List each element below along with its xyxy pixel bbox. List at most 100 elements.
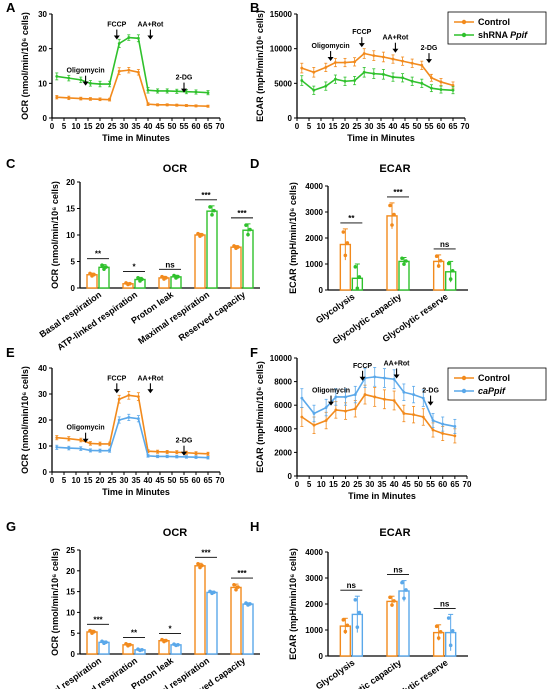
panel-H: H ECAR 0 1000 2000 3000 4000 ECAR (mpH/min/10⁶ … <box>250 519 468 689</box>
y-tick-label: 20 <box>66 567 75 576</box>
y-tick-label: 4000 <box>305 548 323 557</box>
series-line <box>56 416 209 459</box>
sample-dot <box>390 223 394 227</box>
data-point <box>300 66 304 70</box>
data-point <box>127 36 131 39</box>
data-point <box>98 82 102 86</box>
data-point <box>324 65 328 69</box>
legend-text-italic: caPpif <box>478 386 506 396</box>
legend-box <box>447 367 547 401</box>
sample-dot <box>128 642 132 647</box>
y-tick-label: 1000 <box>305 626 323 635</box>
legend-marker <box>461 388 467 394</box>
injection-label: AA+Rot <box>137 22 164 29</box>
x-tick-label: 10 <box>72 122 81 131</box>
data-point <box>412 413 415 417</box>
bar <box>194 234 206 289</box>
x-tick-label: 70 <box>216 122 225 131</box>
sample-dot <box>446 616 451 620</box>
data-point <box>420 63 424 67</box>
series-caPpif <box>55 413 210 460</box>
x-tick-label: 0 <box>50 122 55 131</box>
y-tick-label: 1000 <box>305 260 323 269</box>
data-point <box>194 455 198 459</box>
injection-arrow-head <box>113 389 120 394</box>
category-label: Glycolysis <box>314 291 357 325</box>
sample-dot <box>438 258 443 263</box>
panel-label: G <box>6 519 16 534</box>
y-tick-label: 0 <box>288 114 293 123</box>
x-tick-label: 25 <box>108 122 117 131</box>
x-tick-label: 65 <box>450 480 459 489</box>
series-line <box>301 393 456 437</box>
y-tick-label: 25 <box>66 546 75 555</box>
data-point <box>185 90 188 94</box>
y-tick-label: 10000 <box>270 45 293 54</box>
sample-dot <box>248 227 252 232</box>
data-point <box>98 449 102 453</box>
x-tick-label: 70 <box>461 122 470 131</box>
data-point <box>324 419 328 422</box>
sample-dot <box>345 241 350 245</box>
significance-label: ns <box>393 566 403 575</box>
data-point <box>185 104 188 107</box>
data-point <box>372 72 376 76</box>
data-point <box>146 454 150 458</box>
injection-label: FCCP <box>107 22 126 29</box>
sample-dot <box>353 265 358 269</box>
series-control <box>55 390 210 456</box>
sample-dot <box>196 562 200 566</box>
significance-label: ns <box>347 581 357 590</box>
x-tick-label: 55 <box>180 122 189 131</box>
data-point <box>373 375 377 379</box>
data-point <box>410 61 414 65</box>
x-axis-label: Time in Minutes <box>102 133 170 143</box>
data-point <box>401 76 404 80</box>
significance-label: *** <box>237 209 247 218</box>
data-point <box>165 450 169 454</box>
data-point <box>383 376 386 380</box>
x-tick-label: 35 <box>132 122 141 131</box>
panel-label: H <box>250 519 259 534</box>
x-tick-label: 25 <box>353 480 362 489</box>
data-point <box>175 455 179 459</box>
x-axis-label: Time in Minutes <box>102 487 170 497</box>
bar <box>242 229 254 289</box>
x-tick-label: 0 <box>50 476 55 485</box>
x-tick-label: 20 <box>96 122 105 131</box>
sample-dot <box>355 286 360 291</box>
data-point <box>127 416 131 419</box>
significance-label: ns <box>440 599 450 608</box>
x-tick-label: 65 <box>204 476 213 485</box>
legend-marker <box>461 32 467 38</box>
data-point <box>362 52 366 55</box>
x-tick-label: 30 <box>120 476 129 485</box>
data-point <box>55 436 59 440</box>
x-tick-label: 40 <box>389 122 398 131</box>
data-point <box>194 451 198 455</box>
legend-top: Control shRNA Ppif <box>447 11 547 45</box>
data-point <box>312 88 316 92</box>
significance-label: *** <box>93 615 103 624</box>
data-point <box>79 97 83 100</box>
y-tick-label: 0 <box>43 114 48 123</box>
data-point <box>312 70 316 74</box>
y-axis-label: OCR (nmol/min/10⁶ cells) <box>20 12 30 120</box>
panel-label: D <box>250 156 259 171</box>
data-point <box>55 445 59 449</box>
category-label: Glycolysis <box>314 657 357 689</box>
data-point <box>194 90 198 94</box>
data-point <box>79 438 83 442</box>
x-tick-label: 60 <box>192 476 201 485</box>
y-tick-label: 4000 <box>305 182 323 191</box>
x-tick-label: 60 <box>438 480 447 489</box>
data-point <box>300 396 304 400</box>
legend-label: Control <box>478 17 510 27</box>
data-point <box>334 61 337 64</box>
data-point <box>146 102 150 106</box>
data-point <box>402 412 406 415</box>
sample-dot <box>104 265 108 269</box>
sample-dot <box>248 602 252 606</box>
injection-arrow-head <box>358 43 365 48</box>
data-point <box>312 423 316 427</box>
